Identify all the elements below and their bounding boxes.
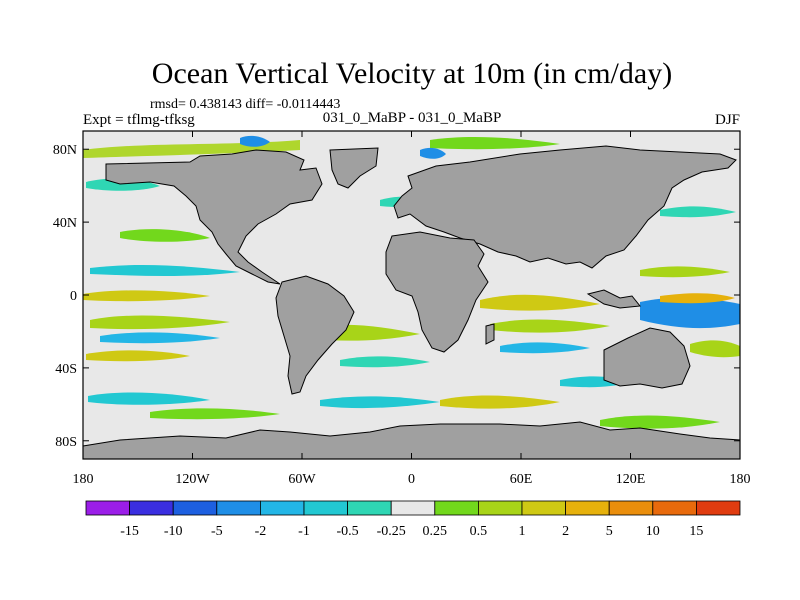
colorbar-swatch (434, 500, 479, 516)
field-patch (430, 137, 560, 150)
land-madagascar (485, 323, 495, 345)
field-patch (320, 396, 440, 409)
colorbar-label: 10 (646, 524, 660, 539)
stats-line: rmsd= 0.438143 diff= -0.0114443 (150, 97, 340, 112)
x-tick-label: 120E (616, 472, 646, 487)
x-axis: 180 120W 60W 0 60E 120E 180 (73, 131, 751, 487)
land-south-america (275, 275, 355, 395)
colorbar-swatch (303, 500, 348, 516)
x-tick-label: 180 (730, 472, 751, 487)
colorbar-label: -1 (298, 524, 310, 539)
colorbar-label: -5 (211, 524, 223, 539)
x-tick-label: 60W (288, 472, 316, 487)
colorbar-label: 2 (562, 524, 569, 539)
land-greenland (329, 147, 379, 189)
colorbar-swatch (696, 500, 741, 516)
land-africa (385, 231, 489, 353)
colorbar-swatch (85, 500, 130, 516)
colorbar-swatch (477, 500, 523, 516)
colorbar-label: 15 (689, 524, 703, 539)
field-patch (88, 392, 210, 405)
land-indonesia (586, 289, 641, 309)
colorbar-label: -0.25 (377, 524, 406, 539)
field-patch (90, 315, 230, 330)
field-patch (120, 229, 210, 242)
field-patch (440, 395, 560, 409)
field-patch (660, 206, 736, 218)
field-patch (690, 340, 740, 358)
x-tick-label: 180 (73, 472, 94, 487)
colorbar-swatch (652, 500, 697, 516)
y-tick-label: 40S (55, 362, 77, 377)
colorbar-label: -0.5 (337, 524, 359, 539)
y-tick-label: 80S (55, 435, 77, 450)
y-tick-label: 80N (53, 143, 77, 158)
field-patch (490, 319, 610, 333)
colorbar-label: -10 (164, 524, 183, 539)
x-tick-label: 0 (408, 472, 415, 487)
land-antarctica (82, 421, 741, 460)
y-tick-label: 40N (53, 216, 77, 231)
field-patch (240, 135, 270, 147)
field-patch (340, 356, 430, 368)
colorbar-swatch (521, 500, 566, 516)
colorbar-swatch (608, 500, 654, 516)
land-australia (603, 327, 691, 389)
subtitle-center: 031_0_MaBP - 031_0_MaBP (323, 110, 502, 126)
colorbar-label: -15 (120, 524, 139, 539)
field-patch (660, 293, 735, 304)
colorbar-swatch (565, 500, 610, 516)
colorbar-swatch (172, 500, 218, 516)
x-tick-label: 120W (175, 472, 210, 487)
field-patch (640, 297, 740, 329)
field-patch (420, 147, 446, 159)
subtitle-right: DJF (715, 112, 740, 128)
colorbar-swatch (259, 500, 305, 516)
land-eurasia (393, 145, 737, 269)
field-patch (150, 408, 280, 420)
field-patch (480, 294, 600, 311)
colorbar-swatch (390, 500, 436, 516)
field-patch (86, 350, 190, 362)
map-panel: 180 120W 60W 0 60E 120E 180 80N 40N 0 40S 80S (53, 130, 751, 487)
colorbar-label: 1 (519, 524, 526, 539)
field-patch (600, 415, 720, 429)
x-tick-label: 60E (510, 472, 533, 487)
colorbar: -15 -10 -5 -2 -1 -0.5 -0.25 0.25 0.5 1 2 5 10 15 (85, 500, 741, 539)
colorbar-label: 5 (606, 524, 613, 539)
colorbar-label: 0.25 (423, 524, 448, 539)
subtitle-left: Expt = tflmg-tfksg (83, 112, 195, 128)
land-north-america (105, 149, 323, 285)
field-patch (90, 265, 240, 276)
field-patch (100, 332, 220, 344)
colorbar-label: -2 (255, 524, 267, 539)
field-patch (640, 266, 730, 278)
plot-title: Ocean Vertical Velocity at 10m (in cm/da… (152, 57, 672, 90)
y-tick-label: 0 (70, 289, 77, 304)
field-patch (83, 290, 210, 302)
land-masses (82, 145, 741, 460)
colorbar-swatch (129, 500, 174, 516)
colorbar-swatch (216, 500, 261, 516)
field-patch (500, 342, 590, 354)
colorbar-label: 0.5 (470, 524, 488, 539)
colorbar-swatch (347, 500, 392, 516)
y-axis: 80N 40N 0 40S 80S (53, 143, 740, 450)
